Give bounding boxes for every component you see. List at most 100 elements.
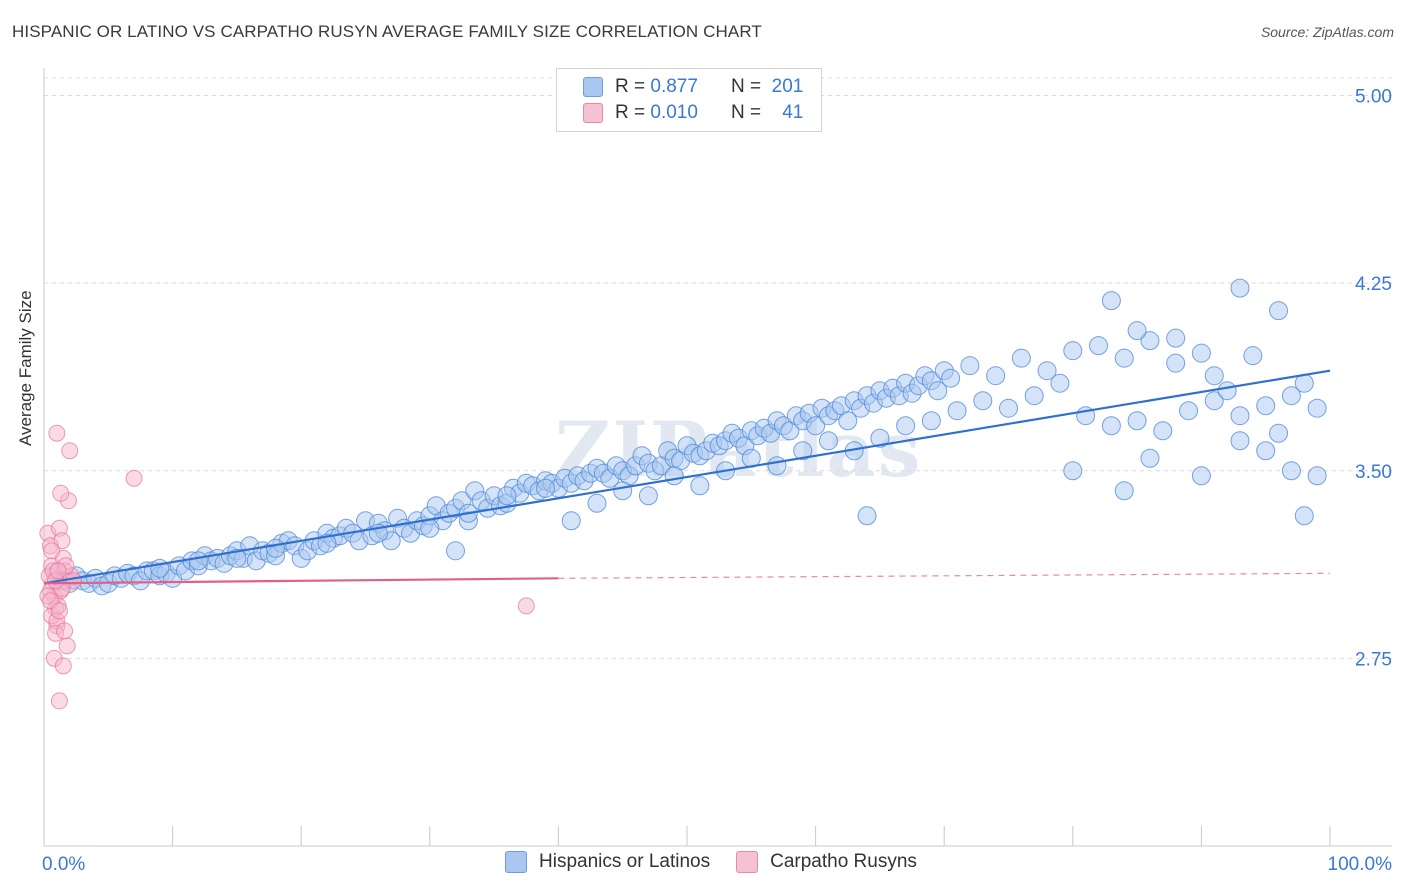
data-point-rusyn	[43, 542, 61, 560]
trend-line-hispanic	[43, 369, 1331, 585]
legend-row-rusyn: R = 0.010 N = 41	[583, 101, 803, 125]
legend-item-hispanic[interactable]: Hispanics or Latinos	[505, 851, 710, 873]
data-point-hispanic	[1166, 353, 1186, 373]
data-point-hispanic	[587, 493, 607, 513]
data-point-rusyn	[50, 602, 68, 620]
legend-row-hispanic: R = 0.877 N = 201	[583, 75, 803, 99]
data-point-hispanic	[941, 368, 961, 388]
source-label: Source: ZipAtlas.com	[1260, 24, 1394, 40]
data-point-hispanic	[446, 541, 466, 561]
data-point-rusyn	[53, 532, 71, 550]
y-tick-label: 4.25	[1355, 274, 1392, 295]
data-point-hispanic	[818, 431, 838, 451]
data-point-hispanic	[497, 486, 517, 506]
data-point-hispanic	[420, 518, 440, 538]
data-point-hispanic	[1307, 398, 1327, 418]
data-point-rusyn	[50, 692, 68, 710]
data-point-hispanic	[317, 533, 337, 553]
trend-line-rusyn	[43, 577, 559, 585]
legend-n-label: N =	[730, 76, 762, 97]
data-point-hispanic	[767, 456, 787, 476]
data-point-hispanic	[1294, 506, 1314, 526]
data-point-hispanic	[690, 476, 710, 496]
legend-swatch-blue	[505, 851, 527, 873]
data-point-hispanic	[1191, 466, 1211, 486]
y-tick-label: 2.75	[1355, 649, 1392, 670]
data-point-hispanic	[928, 381, 948, 401]
data-point-hispanic	[986, 366, 1006, 386]
data-point-hispanic	[857, 506, 877, 526]
data-point-hispanic	[1281, 386, 1301, 406]
data-point-rusyn	[48, 424, 66, 442]
data-point-rusyn	[54, 657, 72, 675]
data-point-hispanic	[896, 416, 916, 436]
data-point-hispanic	[1024, 386, 1044, 406]
data-point-hispanic	[1256, 441, 1276, 461]
data-point-hispanic	[1089, 336, 1109, 356]
y-tick-label: 5.00	[1355, 87, 1392, 108]
data-point-hispanic	[947, 401, 967, 421]
data-point-hispanic	[1204, 391, 1224, 411]
data-point-hispanic	[1114, 481, 1134, 501]
data-point-hispanic	[1101, 291, 1121, 311]
legend-r-value: 0.010	[650, 102, 698, 123]
data-point-rusyn	[49, 562, 67, 580]
data-point-hispanic	[1269, 423, 1289, 443]
data-point-hispanic	[561, 511, 581, 531]
data-point-hispanic	[1101, 416, 1121, 436]
data-point-hispanic	[960, 356, 980, 376]
data-point-hispanic	[870, 428, 890, 448]
data-point-hispanic	[1243, 346, 1263, 366]
data-point-hispanic	[973, 391, 993, 411]
data-point-hispanic	[1217, 381, 1237, 401]
data-point-hispanic	[1269, 301, 1289, 321]
data-point-hispanic	[188, 551, 208, 571]
data-point-hispanic	[793, 441, 813, 461]
data-point-hispanic	[1063, 341, 1083, 361]
data-point-hispanic	[806, 416, 826, 436]
data-point-hispanic	[999, 398, 1018, 418]
data-point-hispanic	[1230, 278, 1250, 298]
legend-n-value: 41	[782, 102, 804, 123]
data-point-rusyn	[517, 597, 535, 615]
legend-r-value: 0.877	[650, 76, 698, 97]
data-point-hispanic	[227, 548, 247, 568]
data-point-hispanic	[150, 558, 170, 578]
legend-item-label: Hispanics or Latinos	[539, 851, 711, 872]
data-point-hispanic	[1050, 373, 1070, 393]
data-point-hispanic	[1114, 348, 1134, 368]
data-point-rusyn	[52, 484, 70, 502]
data-point-hispanic	[536, 478, 556, 498]
data-point-hispanic	[1256, 396, 1276, 416]
data-point-hispanic	[664, 466, 684, 486]
data-point-hispanic	[1153, 421, 1173, 441]
y-tick-label: 3.50	[1355, 462, 1392, 483]
legend-swatch-blue	[583, 77, 603, 97]
stats-legend: R = 0.877 N = 201 R = 0.010 N = 41	[556, 68, 822, 132]
data-point-hispanic	[1230, 431, 1250, 451]
legend-item-rusyn[interactable]: Carpatho Rusyns	[736, 851, 917, 873]
y-axis-label: Average Family Size	[16, 290, 35, 446]
legend-n-value: 201	[771, 76, 804, 97]
data-point-rusyn	[58, 637, 76, 655]
chart-title: HISPANIC OR LATINO VS CARPATHO RUSYN AVE…	[12, 22, 762, 41]
data-point-hispanic	[1140, 331, 1160, 351]
data-point-hispanic	[613, 481, 633, 501]
legend-swatch-pink	[583, 103, 603, 123]
data-point-hispanic	[1307, 466, 1327, 486]
legend-r-label: R =	[615, 102, 646, 123]
trend-line-rusyn-extension	[558, 572, 1331, 579]
data-point-hispanic	[638, 486, 658, 506]
data-point-hispanic	[1191, 343, 1211, 363]
data-point-hispanic	[1011, 348, 1031, 368]
data-point-rusyn	[56, 622, 74, 640]
series-legend: Hispanics or Latinos Carpatho Rusyns	[505, 851, 943, 873]
data-point-hispanic	[1037, 361, 1057, 381]
data-point-hispanic	[1166, 328, 1186, 348]
legend-item-label: Carpatho Rusyns	[770, 851, 917, 872]
data-point-hispanic	[265, 538, 285, 558]
data-point-hispanic	[921, 411, 941, 431]
data-point-hispanic	[1204, 366, 1224, 386]
x-tick-label: 100.0%	[1328, 854, 1393, 875]
